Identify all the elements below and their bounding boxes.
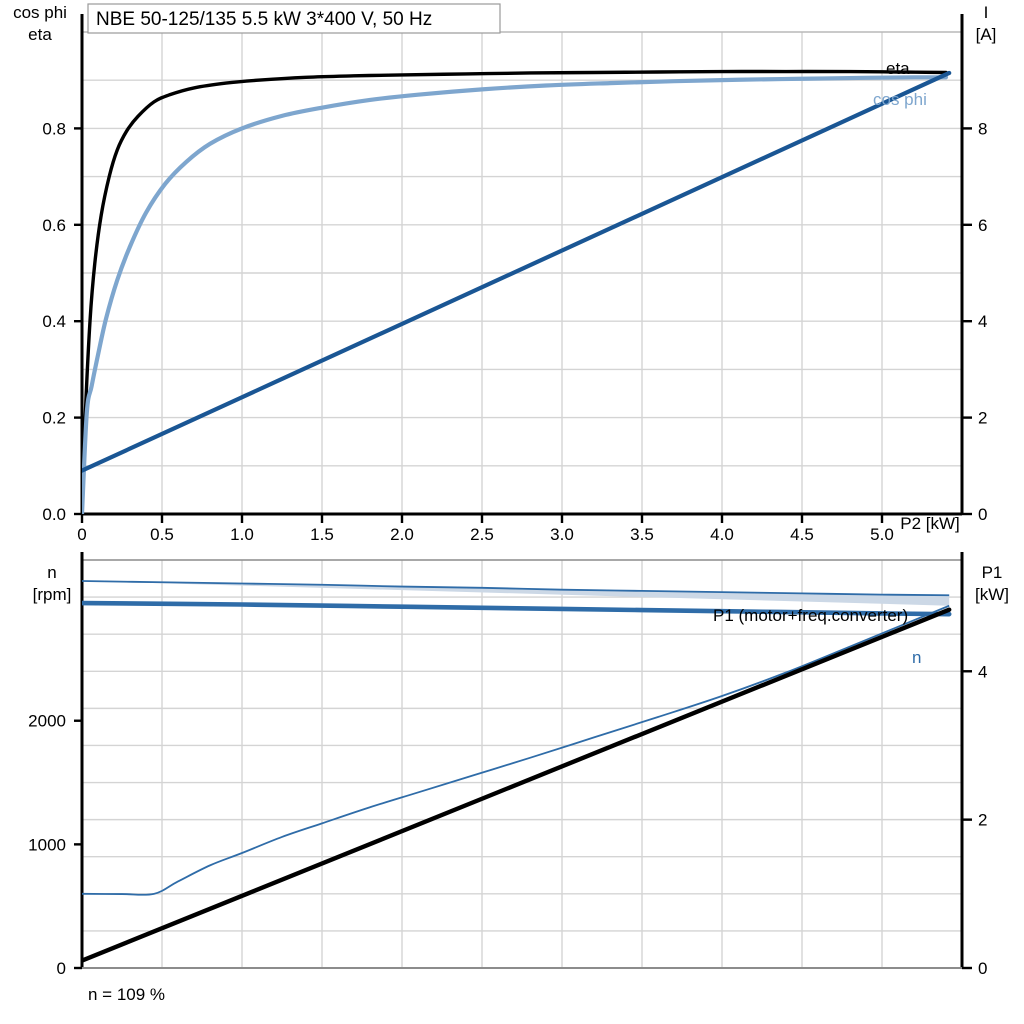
upper-x-tick-label: 4.0 — [710, 525, 734, 544]
upper-x-tick-group: 0 0.5 1.0 1.5 2.0 2.5 3.0 3.5 4.0 4.5 5.0 — [77, 514, 894, 544]
upper-x-tick-label: 0 — [77, 525, 86, 544]
lower-left-axis-label-line1: n — [47, 563, 56, 582]
upper-left-tick-label: 0.4 — [42, 312, 66, 331]
lower-left-tick-group: 0 1000 2000 — [28, 712, 82, 978]
lower-left-tick-label: 0 — [57, 959, 66, 978]
curve-I — [82, 70, 952, 473]
upper-left-tick-label: 0.6 — [42, 216, 66, 235]
curve-eta — [82, 69, 948, 514]
lower-right-tick-group: 0 2 4 — [962, 662, 987, 978]
n-upper-boundary — [82, 580, 950, 597]
cos-phi-curve-label: cos phi — [873, 90, 927, 109]
upper-x-tick-label: 1.0 — [230, 525, 254, 544]
upper-right-tick-group: 0 2 4 6 8 — [962, 119, 987, 524]
upper-x-tick-label: 2.5 — [470, 525, 494, 544]
upper-x-tick-label: 3.5 — [630, 525, 654, 544]
upper-chart: 0.0 0.2 0.4 0.6 0.8 0 2 4 6 8 0 0.5 1.0 1.5 2.0 2.5 3.… — [13, 3, 996, 544]
upper-x-tick-label: 0.5 — [150, 525, 174, 544]
eta-curve-label: eta — [886, 59, 910, 78]
upper-left-tick-label: 0.8 — [42, 119, 66, 138]
title-box — [87, 3, 501, 34]
lower-right-tick-label: 0 — [978, 959, 987, 978]
upper-left-tick-group: 0.0 0.2 0.4 0.6 0.8 — [42, 119, 82, 524]
p1-curve-label: P1 (motor+freq.converter) — [713, 606, 908, 625]
upper-x-tick-label: 5.0 — [870, 525, 894, 544]
lower-curve-group — [82, 580, 952, 963]
upper-left-tick-label: 0.0 — [42, 505, 66, 524]
lower-chart: 0 1000 2000 0 2 4 n [rpm] P1 [kW] P1 (motor+… — [28, 552, 1009, 1004]
lower-right-axis-label-line1: P1 — [982, 563, 1003, 582]
upper-left-tick-label: 0.2 — [42, 409, 66, 428]
upper-right-axis-label-line2: [A] — [976, 25, 997, 44]
n-curve-label: n — [912, 648, 921, 667]
upper-right-tick-label: 2 — [978, 409, 987, 428]
lower-left-axis-label-line2: [rpm] — [33, 585, 72, 604]
curve-p1-shaft — [82, 607, 952, 963]
speed-note: n = 109 % — [88, 985, 165, 1004]
upper-x-tick-label: 4.5 — [790, 525, 814, 544]
upper-right-axis-label-line1: I — [984, 3, 989, 22]
upper-x-tick-label: 1.5 — [310, 525, 334, 544]
lower-right-axis-label-line2: [kW] — [975, 585, 1009, 604]
curve-p1-motor-freq-converter — [82, 600, 952, 617]
n-lower-boundary — [82, 604, 950, 896]
speed-range-area — [82, 581, 950, 606]
upper-x-axis-label: P2 [kW] — [900, 514, 960, 533]
upper-left-axis-label-line1: cos phi — [13, 3, 67, 22]
lower-left-tick-label: 2000 — [28, 712, 66, 731]
upper-grid — [82, 32, 962, 514]
upper-x-tick-label: 3.0 — [550, 525, 574, 544]
upper-right-tick-label: 6 — [978, 216, 987, 235]
lower-left-tick-label: 1000 — [28, 835, 66, 854]
chart-title: NBE 50-125/135 5.5 kW 3*400 V, 50 Hz — [96, 9, 432, 30]
lower-right-tick-label: 2 — [978, 811, 987, 830]
upper-right-tick-label: 8 — [978, 119, 987, 138]
upper-right-tick-label: 0 — [978, 505, 987, 524]
curve-cos-phi — [82, 75, 949, 514]
lower-right-tick-label: 4 — [978, 662, 987, 681]
upper-curve-group — [82, 69, 952, 514]
upper-x-tick-label: 2.0 — [390, 525, 414, 544]
upper-right-tick-label: 4 — [978, 312, 987, 331]
speed-range-band — [82, 581, 950, 606]
upper-left-axis-label-line2: eta — [28, 25, 52, 44]
